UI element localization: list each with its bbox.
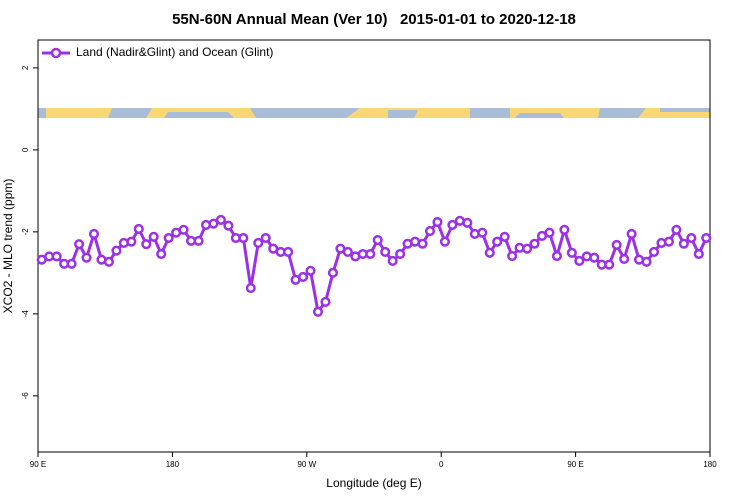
data-point [693,248,704,260]
data-point [74,239,85,250]
x-tick-label: 90 E [567,460,583,469]
y-tick-label: 2 [21,65,30,70]
data-point [395,248,406,260]
plot-frame [37,39,711,453]
data-point [678,238,689,249]
data-point [626,228,637,239]
data-point [163,232,174,244]
data-point [283,246,294,257]
y-axis-label: XCO2 - MLO trend (ppm) [1,179,15,314]
x-tick-label: 180 [703,460,717,469]
data-point [648,246,660,257]
data-point [663,236,674,247]
data-point [604,259,615,270]
data-point [492,236,503,247]
data-point [671,224,682,235]
data-point [320,296,331,308]
data-point [686,232,697,244]
y-tick-label: 0 [21,147,30,152]
data-point [156,248,167,260]
y-tick-label: -2 [21,228,30,236]
data-point [380,246,391,257]
data-point [178,224,189,235]
data-point [484,247,495,258]
data-point [51,251,62,262]
legend-marker [50,47,62,59]
x-axis-label: Longitude (deg E) [326,476,421,490]
data-point [238,232,249,244]
chart-title: 55N-60N Annual Mean (Ver 10) 2015-01-01 … [172,11,576,28]
legend-label: Land (Nadir&Glint) and Ocean (Glint) [76,45,273,59]
data-point [111,245,122,256]
x-tick-label: 0 [439,460,444,469]
data-point [372,235,383,246]
data-point [529,238,540,249]
data-point [193,235,204,246]
data-point [551,250,562,262]
data-point [507,250,518,262]
data-point [260,232,271,244]
data-point [298,271,309,283]
data-point [611,239,622,251]
data-point [477,227,488,238]
data-point [387,255,398,267]
data-point [447,219,458,230]
data-point [103,256,114,267]
data-point [141,239,152,250]
data-point [312,306,324,317]
data-point [81,252,92,263]
x-tick-label: 90 E [30,460,46,469]
data-point [365,248,376,260]
world-map-strip [38,108,710,118]
data-point [66,258,77,269]
data-point [522,243,533,254]
data-point [126,236,137,247]
data-point [574,255,585,267]
data-point [305,265,316,276]
y-tick-label: -6 [21,392,30,400]
data-point [701,232,712,244]
data-point [619,253,630,264]
data-point [641,256,652,267]
data-point [462,217,473,228]
x-tick-label: 90 W [297,460,316,469]
data-point [417,238,428,249]
data-point [439,236,450,247]
data-point [559,224,570,235]
data-point [566,247,577,258]
data-point [424,225,436,237]
data-point [253,237,264,248]
y-tick-label: -4 [21,310,30,318]
data-point [208,218,219,229]
data-point [223,220,234,231]
legend: Land (Nadir&Glint) and Ocean (Glint) [42,45,273,59]
data-point [499,231,510,242]
data-point [589,252,600,263]
data-point [215,214,226,226]
data-point [342,246,353,257]
data-point [133,223,144,235]
data-point [544,227,555,238]
data-point [148,231,159,242]
data-point [327,267,338,278]
x-tick-label: 180 [166,460,180,469]
data-point [245,282,256,294]
data-point [432,216,443,228]
data-point [88,228,100,239]
